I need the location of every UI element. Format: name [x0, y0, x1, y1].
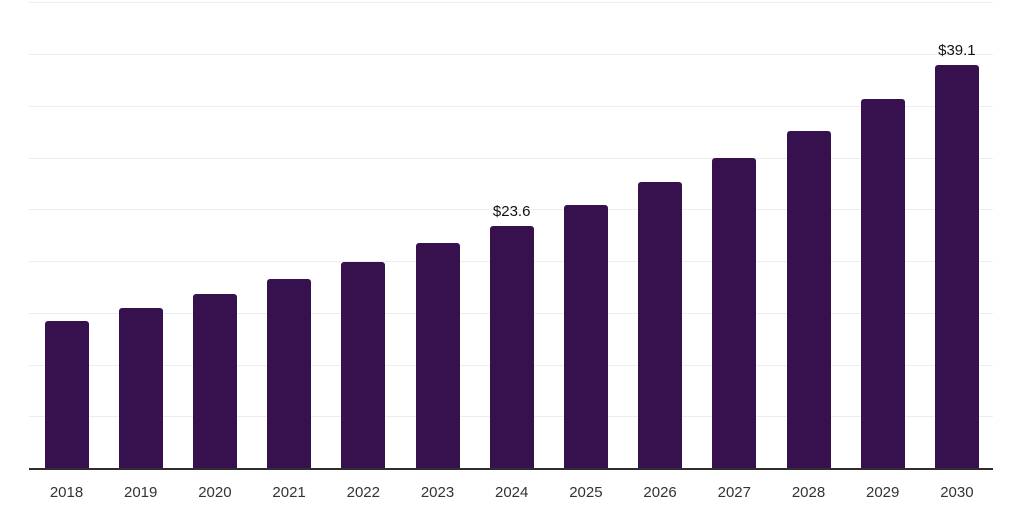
bar-2020 [192, 294, 237, 468]
data-label-2024: $23.6 [492, 202, 531, 220]
plot-area: $23.6 $39.1 [29, 0, 993, 470]
bar-2019 [118, 307, 163, 468]
x-tick-label-2021: 2021 [272, 484, 306, 501]
bar-2021 [267, 278, 312, 468]
bar-2029 [860, 99, 905, 468]
data-label-2030: $39.1 [938, 42, 976, 60]
bar-2030 [934, 65, 979, 468]
x-tick-label-2018: 2018 [49, 484, 84, 501]
x-tick-label-2019: 2019 [124, 484, 158, 501]
x-axis-line [29, 468, 993, 470]
bar-2027 [712, 158, 757, 468]
gridline-45 [29, 2, 993, 4]
x-tick-label-2020: 2020 [198, 484, 232, 501]
x-tick-label-2029: 2029 [866, 484, 900, 501]
x-tick-label-2026: 2026 [643, 484, 677, 501]
x-tick-label-2024: 2024 [495, 484, 529, 501]
x-tick-label-2023: 2023 [420, 484, 455, 501]
bar-2028 [786, 130, 831, 468]
bar-2024 [489, 225, 534, 468]
bar-2023 [415, 243, 460, 468]
gridline-25 [29, 209, 993, 211]
bar-2026 [638, 182, 683, 468]
x-tick-label-2028: 2028 [791, 484, 826, 501]
x-tick-label-2025: 2025 [569, 484, 603, 501]
gridline-35 [29, 105, 993, 107]
gridline-40 [29, 54, 993, 55]
bar-2025 [563, 205, 608, 468]
x-tick-label-2027: 2027 [717, 484, 751, 501]
bar-2022 [341, 261, 386, 468]
x-tick-label-2030: 2030 [940, 484, 974, 501]
gridline-30 [29, 157, 993, 159]
bar-2018 [44, 320, 89, 468]
x-tick-label-2022: 2022 [346, 484, 380, 501]
